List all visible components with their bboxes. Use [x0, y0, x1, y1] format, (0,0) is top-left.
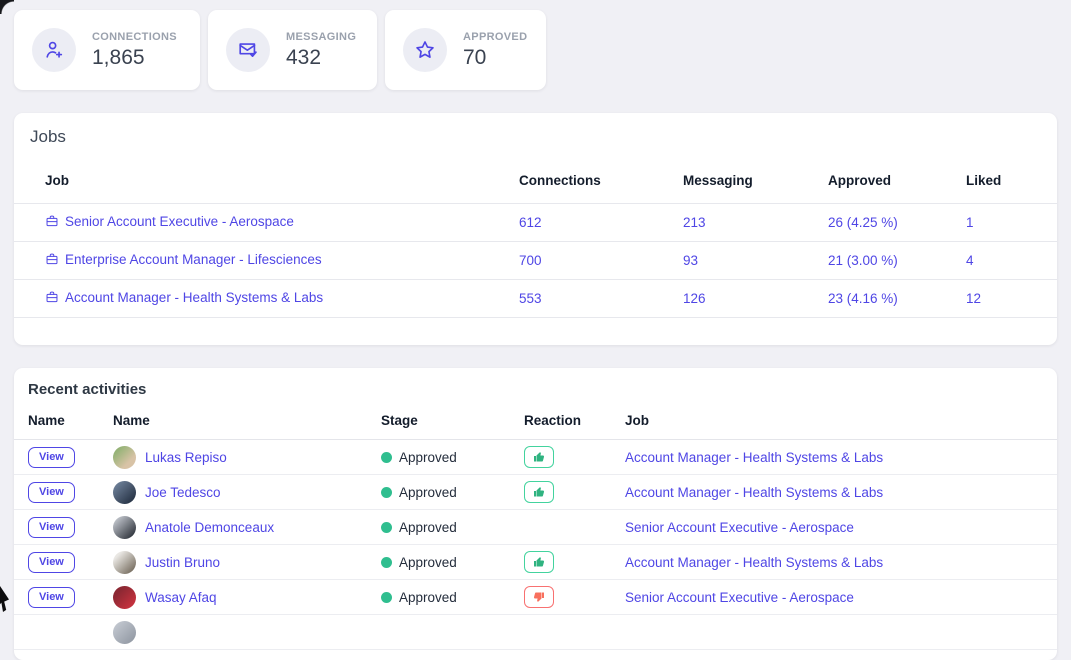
messaging-count-link[interactable]: 126 — [683, 291, 706, 306]
view-button[interactable]: View — [28, 552, 75, 573]
activity-job-link[interactable]: Senior Account Executive - Aerospace — [625, 590, 854, 605]
jobs-panel-title: Jobs — [30, 127, 1057, 147]
stage-status-dot — [381, 522, 392, 533]
connections-count-link[interactable]: 553 — [519, 291, 542, 306]
jobs-header-row: Job Connections Messaging Approved Liked — [14, 160, 1057, 204]
recent-activities-panel: Recent activities Name Name Stage Reacti… — [14, 368, 1057, 660]
stat-label: MESSAGING — [286, 31, 356, 43]
stat-label: CONNECTIONS — [92, 31, 177, 43]
person-name-link[interactable]: Wasay Afaq — [145, 590, 217, 605]
jobs-col-job: Job — [14, 160, 519, 204]
stage-label: Approved — [399, 450, 457, 465]
view-button[interactable]: View — [28, 587, 75, 608]
act-col-job: Job — [625, 406, 1057, 440]
job-link[interactable]: Senior Account Executive - Aerospace — [45, 214, 294, 229]
stat-card-approved: APPROVED 70 — [385, 10, 546, 90]
approved-count-link[interactable]: 23 (4.16 %) — [828, 291, 898, 306]
table-row: View Lukas Repiso Approved Account Manag… — [14, 440, 1057, 475]
thumbs-down-icon — [533, 591, 545, 603]
recent-activities-title: Recent activities — [28, 381, 1057, 398]
stage-label: Approved — [399, 555, 457, 570]
stat-value: 1,865 — [92, 46, 177, 70]
connections-count-link[interactable]: 612 — [519, 215, 542, 230]
act-col-reaction: Reaction — [524, 406, 625, 440]
window-corner — [0, 0, 14, 14]
view-button[interactable]: View — [28, 482, 75, 503]
stat-card-messaging: MESSAGING 432 — [208, 10, 377, 90]
star-icon — [403, 28, 447, 72]
stage-label: Approved — [399, 520, 457, 535]
thumbs-up-button[interactable] — [524, 551, 554, 573]
avatar — [113, 621, 136, 644]
person-name-link[interactable]: Joe Tedesco — [145, 485, 221, 500]
avatar — [113, 481, 136, 504]
stage-status-dot — [381, 557, 392, 568]
activity-job-link[interactable]: Senior Account Executive - Aerospace — [625, 520, 854, 535]
stage-label: Approved — [399, 590, 457, 605]
activity-job-link[interactable]: Account Manager - Health Systems & Labs — [625, 450, 883, 465]
stage-label: Approved — [399, 485, 457, 500]
activity-job-link[interactable]: Account Manager - Health Systems & Labs — [625, 485, 883, 500]
person-name-link[interactable]: Lukas Repiso — [145, 450, 227, 465]
stage-status-dot — [381, 452, 392, 463]
activities-header-row: Name Name Stage Reaction Job — [14, 406, 1057, 440]
act-col-name: Name — [113, 406, 381, 440]
act-col-action: Name — [14, 406, 113, 440]
thumbs-down-button[interactable] — [524, 586, 554, 608]
jobs-table: Job Connections Messaging Approved Liked… — [14, 160, 1057, 318]
job-link[interactable]: Enterprise Account Manager - Lifescience… — [45, 252, 322, 267]
activity-job-link[interactable]: Account Manager - Health Systems & Labs — [625, 555, 883, 570]
thumbs-up-button[interactable] — [524, 446, 554, 468]
avatar — [113, 446, 136, 469]
briefcase-icon — [45, 290, 59, 304]
briefcase-icon — [45, 214, 59, 228]
table-row: Account Manager - Health Systems & Labs … — [14, 280, 1057, 318]
table-row: Enterprise Account Manager - Lifescience… — [14, 242, 1057, 280]
thumbs-up-icon — [533, 556, 545, 568]
thumbs-up-icon — [533, 451, 545, 463]
act-col-stage: Stage — [381, 406, 524, 440]
thumbs-up-icon — [533, 486, 545, 498]
person-name-link[interactable]: Anatole Demonceaux — [145, 520, 274, 535]
stat-label: APPROVED — [463, 31, 527, 43]
avatar — [113, 551, 136, 574]
approved-count-link[interactable]: 26 (4.25 %) — [828, 215, 898, 230]
briefcase-icon — [45, 252, 59, 266]
liked-count-link[interactable]: 1 — [966, 215, 974, 230]
job-link[interactable]: Account Manager - Health Systems & Labs — [45, 290, 323, 305]
jobs-col-connections: Connections — [519, 160, 683, 204]
liked-count-link[interactable]: 12 — [966, 291, 981, 306]
stage-status-dot — [381, 592, 392, 603]
table-row — [14, 615, 1057, 650]
connections-count-link[interactable]: 700 — [519, 253, 542, 268]
liked-count-link[interactable]: 4 — [966, 253, 974, 268]
jobs-panel: Jobs Job Connections Messaging Approved … — [14, 113, 1057, 345]
jobs-col-messaging: Messaging — [683, 160, 828, 204]
table-row: View Joe Tedesco Approved Account Manage… — [14, 475, 1057, 510]
jobs-col-approved: Approved — [828, 160, 966, 204]
table-row: View Anatole Demonceaux Approved Senior … — [14, 510, 1057, 545]
table-row: View Justin Bruno Approved Account Manag… — [14, 545, 1057, 580]
user-plus-icon — [32, 28, 76, 72]
person-name-link[interactable]: Justin Bruno — [145, 555, 220, 570]
jobs-col-liked: Liked — [966, 160, 1057, 204]
avatar — [113, 516, 136, 539]
view-button[interactable]: View — [28, 517, 75, 538]
mail-check-icon — [226, 28, 270, 72]
approved-count-link[interactable]: 21 (3.00 %) — [828, 253, 898, 268]
messaging-count-link[interactable]: 213 — [683, 215, 706, 230]
stat-value: 432 — [286, 46, 356, 70]
avatar — [113, 586, 136, 609]
mouse-cursor — [0, 586, 10, 612]
table-row: Senior Account Executive - Aerospace 612… — [14, 204, 1057, 242]
messaging-count-link[interactable]: 93 — [683, 253, 698, 268]
stat-value: 70 — [463, 46, 527, 70]
stage-status-dot — [381, 487, 392, 498]
thumbs-up-button[interactable] — [524, 481, 554, 503]
view-button[interactable]: View — [28, 447, 75, 468]
activities-table: Name Name Stage Reaction Job View Lukas … — [14, 406, 1057, 650]
table-row: View Wasay Afaq Approved Senior Account … — [14, 580, 1057, 615]
stat-card-connections: CONNECTIONS 1,865 — [14, 10, 200, 90]
stats-row: CONNECTIONS 1,865 MESSAGING 432 APPROVED… — [14, 10, 546, 90]
